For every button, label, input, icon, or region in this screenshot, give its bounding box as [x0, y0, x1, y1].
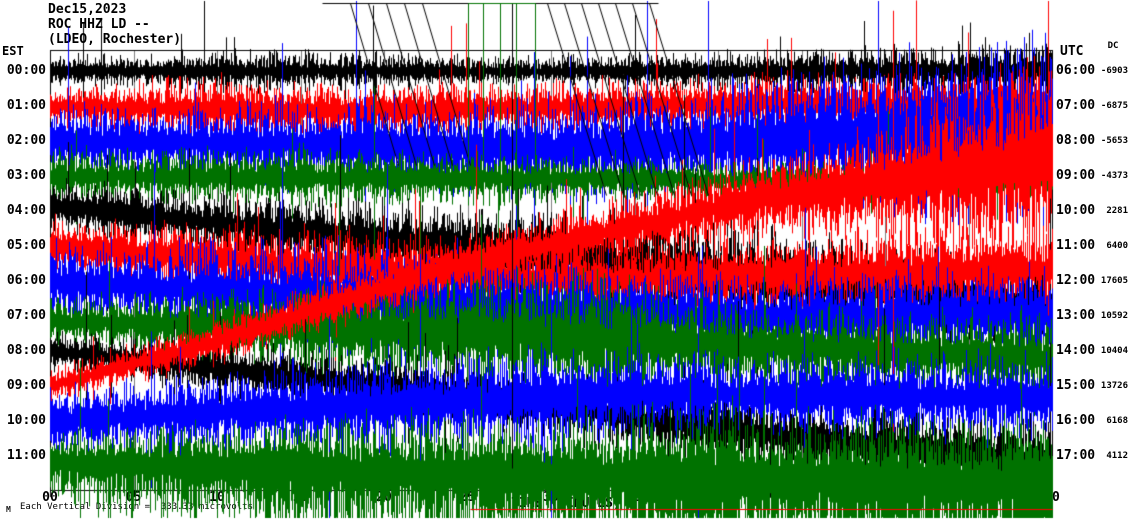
dc-value: -6875 [1100, 101, 1128, 111]
est-tick-label: 02:00 [6, 133, 46, 148]
dc-value: -5653 [1100, 136, 1128, 146]
est-tick-label: 08:00 [6, 343, 46, 358]
est-tick-label: 01:00 [6, 98, 46, 113]
dc-column-title: DC [1107, 41, 1119, 51]
est-tick-label: 05:00 [6, 238, 46, 253]
minute-tick-label: 40 [710, 490, 726, 505]
est-tick-label: 06:00 [6, 273, 46, 288]
est-tick-label: 11:00 [6, 448, 46, 463]
est-tick-label: 00:00 [6, 63, 46, 78]
dc-value: 2281 [1106, 206, 1128, 216]
est-tick-label: 07:00 [6, 308, 46, 323]
est-tick-label: 04:00 [6, 203, 46, 218]
dc-value: 4112 [1106, 451, 1128, 461]
minute-tick-label: 50 [877, 490, 893, 505]
dc-value: 13726 [1100, 381, 1128, 391]
header-date: Dec15,2023 [48, 2, 127, 17]
dc-value: 6168 [1106, 416, 1128, 426]
header-station-location: (LDEO, Rochester) [48, 32, 182, 47]
dc-value: 10404 [1100, 346, 1128, 356]
minute-tick-label: 45 [793, 490, 810, 505]
dc-value: -4373 [1100, 171, 1128, 181]
dc-value: -6903 [1100, 66, 1128, 76]
minute-tick-label: 25 [459, 490, 476, 505]
minute-tick-label: 55 [960, 490, 977, 505]
est-tick-label: 10:00 [6, 413, 46, 428]
minute-tick-label: 20 [376, 490, 392, 505]
dc-value: 6400 [1106, 241, 1128, 251]
left-axis-title: EST [2, 44, 24, 58]
minute-tick-label: 60 [1044, 490, 1060, 505]
minute-tick-label: 15 [292, 490, 309, 505]
est-tick-label: 03:00 [6, 168, 46, 183]
x-axis-title: TIME (MINUTES) [511, 496, 621, 511]
plot-header: Dec15,2023 ROC HHZ LD -- (LDEO, Rocheste… [48, 3, 181, 48]
dc-value: 10592 [1100, 311, 1128, 321]
scale-note: Each Vertical Division = 333.33 microvol… [20, 502, 253, 512]
header-station-id: ROC HHZ LD -- [48, 17, 150, 32]
dc-value: 17605 [1100, 276, 1128, 286]
est-tick-label: 09:00 [6, 378, 46, 393]
right-axis-title: UTC [1060, 44, 1084, 59]
corner-mark: M [6, 505, 11, 514]
